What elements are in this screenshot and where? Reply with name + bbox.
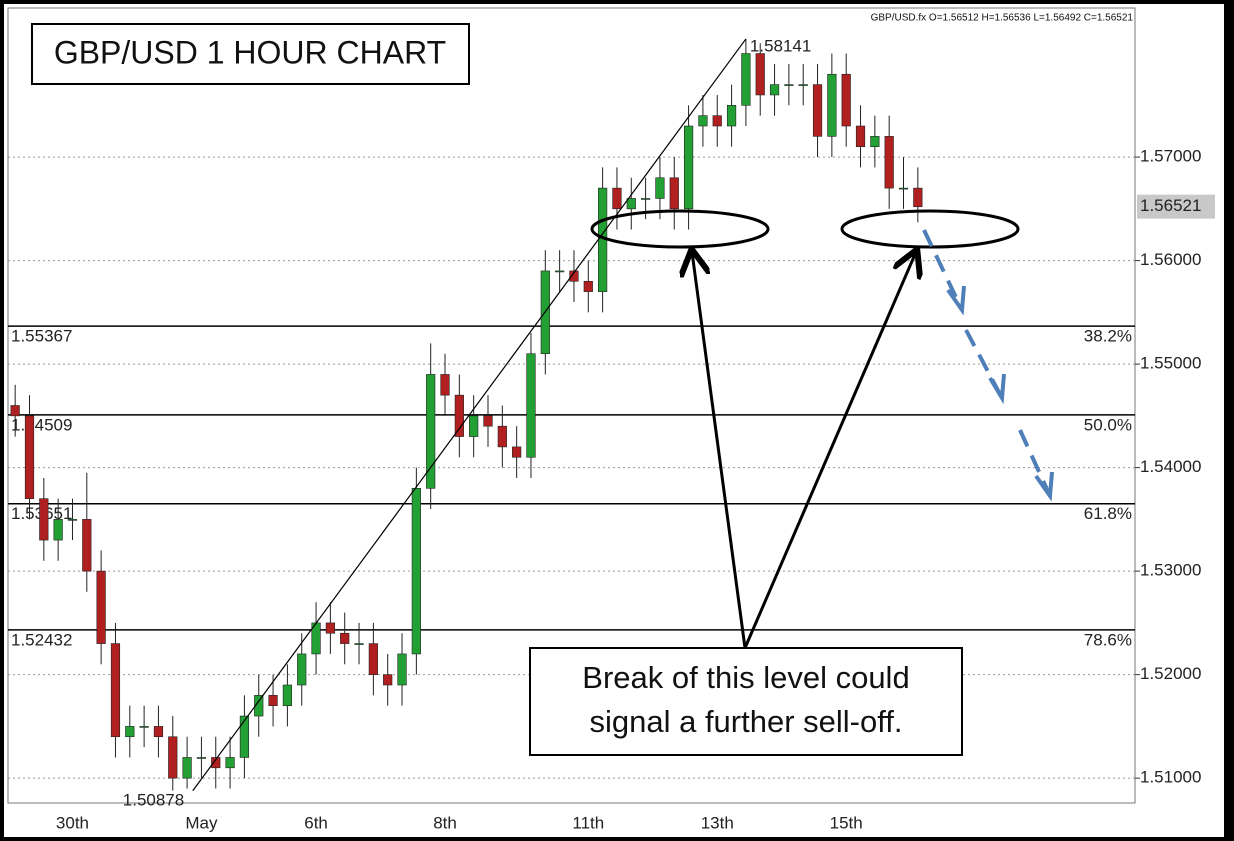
- x-tick-label: 6th: [304, 813, 328, 832]
- y-tick-label: 1.56000: [1140, 250, 1201, 269]
- candle-body: [268, 695, 278, 706]
- candle-body: [325, 622, 335, 634]
- x-tick-label: 13th: [701, 813, 734, 832]
- candle-body: [426, 374, 436, 489]
- candle-body: [153, 726, 164, 738]
- candle-body: [884, 136, 894, 189]
- x-tick-label: May: [185, 813, 218, 832]
- candle-body: [110, 643, 121, 738]
- candle-body: [211, 757, 221, 769]
- y-tick-label: 1.57000: [1140, 147, 1201, 166]
- candle-body: [569, 270, 579, 282]
- candle-body: [741, 53, 751, 106]
- candle-body: [254, 695, 264, 717]
- candle-body: [297, 653, 307, 686]
- candle-body: [354, 643, 364, 645]
- candle-body: [841, 73, 851, 127]
- pointer-arrow: [743, 252, 916, 649]
- price-tag: [1137, 194, 1215, 219]
- candle-body: [125, 726, 135, 738]
- candle-body: [96, 570, 106, 644]
- candle-body: [440, 374, 450, 396]
- candle-body: [340, 632, 350, 644]
- swing-low-label: 1.50878: [123, 790, 184, 809]
- annotation-line: Break of this level could: [582, 660, 909, 695]
- candle-body: [397, 653, 407, 686]
- candle-body: [10, 405, 20, 417]
- candle-body: [454, 394, 464, 437]
- y-tick-label: 1.52000: [1140, 664, 1201, 683]
- candle-body: [612, 187, 622, 210]
- candle-body: [712, 115, 722, 127]
- candle-body: [225, 757, 235, 769]
- projection-arrowheads: [946, 285, 1054, 502]
- candle-body: [683, 125, 694, 210]
- candle-body: [784, 84, 794, 86]
- pointer-arrow: [692, 252, 747, 649]
- annotation-box: [529, 647, 963, 756]
- candle-body: [383, 674, 393, 686]
- candle-body: [368, 643, 378, 675]
- candle-body: [726, 105, 737, 127]
- price-tag-label: 1.56521: [1140, 196, 1201, 215]
- candle-body: [583, 280, 593, 292]
- y-tick-label: 1.53000: [1140, 561, 1201, 580]
- x-tick-label: 30th: [56, 813, 89, 832]
- fib-price-label: 1.54509: [11, 415, 72, 434]
- candle-body: [798, 84, 808, 86]
- title-box: [31, 23, 470, 85]
- trend-line: [192, 38, 747, 792]
- y-tick-label: 1.55000: [1140, 354, 1201, 373]
- candle-body: [898, 187, 909, 190]
- candle-body: [512, 446, 522, 458]
- y-tick-label: 1.51000: [1140, 768, 1201, 787]
- chart-title: GBP/USD 1 HOUR CHART: [54, 34, 446, 70]
- candle-body: [282, 684, 292, 706]
- candle-body: [555, 270, 565, 273]
- fib-percent-label: 78.6%: [1084, 630, 1132, 649]
- annotation-line: signal a further sell-off.: [589, 704, 902, 739]
- candle-body: [769, 84, 780, 96]
- candle-body: [669, 177, 679, 210]
- candle-body: [139, 726, 149, 728]
- candle-body: [39, 498, 49, 541]
- candle-body: [913, 187, 923, 208]
- header: GBP/USD.fx O=1.56512 H=1.56536 L=1.56492…: [871, 13, 1134, 24]
- y-tick-label: 1.54000: [1140, 457, 1201, 476]
- candle-body: [67, 519, 78, 521]
- candle-body: [497, 425, 507, 448]
- candle-body: [526, 353, 536, 458]
- candle-body: [411, 488, 421, 655]
- fib-percent-label: 50.0%: [1084, 415, 1132, 434]
- candle-body: [755, 53, 765, 96]
- candle-body: [870, 136, 880, 148]
- x-tick-label: 11th: [572, 813, 604, 832]
- candle-body: [641, 198, 651, 200]
- candle-body: [53, 519, 63, 541]
- x-tick-label: 8th: [433, 813, 457, 832]
- candle-body: [82, 519, 92, 572]
- candle-body: [24, 415, 35, 499]
- candle-body: [168, 736, 178, 779]
- candle-body: [239, 715, 250, 758]
- candle-body: [182, 757, 192, 779]
- candle-body: [655, 177, 665, 199]
- fib-percent-label: 61.8%: [1084, 504, 1132, 523]
- x-tick-label: 15th: [830, 813, 863, 832]
- candle-body: [855, 125, 866, 148]
- candle-body: [812, 84, 823, 137]
- fib-percent-label: 38.2%: [1084, 327, 1132, 346]
- fib-price-label: 1.55367: [11, 327, 72, 346]
- swing-high-label: 1.58141: [750, 36, 811, 55]
- candle-body: [483, 415, 493, 427]
- candle-body: [626, 198, 636, 210]
- fib-price-label: 1.52432: [11, 630, 72, 649]
- candle-body: [827, 73, 837, 137]
- candle-body: [196, 757, 207, 759]
- candle-body: [469, 415, 479, 437]
- candle-body: [698, 115, 708, 127]
